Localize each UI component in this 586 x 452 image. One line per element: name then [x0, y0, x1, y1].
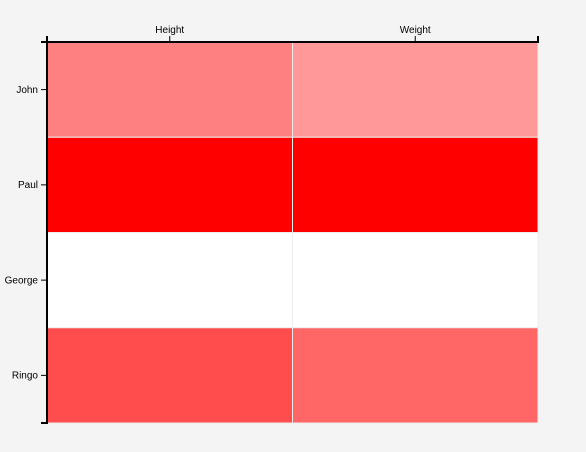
heatmap-cells: [46, 41, 539, 424]
heatmap-cell-ringo-weight: [292, 327, 539, 424]
y-axis-left: John Paul George Ringo: [5, 41, 48, 424]
x-tick-label-weight: Weight: [400, 25, 431, 36]
heatmap-cell-john-height: [46, 41, 293, 138]
x-axis-line: [46, 36, 539, 43]
y-tick-label-john: John: [16, 85, 38, 96]
heatmap-cell-ringo-height: [46, 327, 293, 424]
y-tick-label-paul: Paul: [18, 180, 38, 191]
heatmap-cell-george-height: [46, 232, 293, 329]
x-axis-top: Height Weight: [46, 25, 539, 43]
y-tick-label-ringo: Ringo: [12, 371, 39, 382]
x-tick-label-height: Height: [155, 25, 184, 36]
heatmap-cell-john-weight: [292, 41, 539, 138]
y-tick-label-george: George: [5, 275, 39, 286]
heatmap-cell-george-weight: [292, 232, 539, 329]
heatmap-cell-paul-height: [46, 136, 293, 233]
heatmap-cell-paul-weight: [292, 136, 539, 233]
y-axis-line: [41, 41, 48, 424]
